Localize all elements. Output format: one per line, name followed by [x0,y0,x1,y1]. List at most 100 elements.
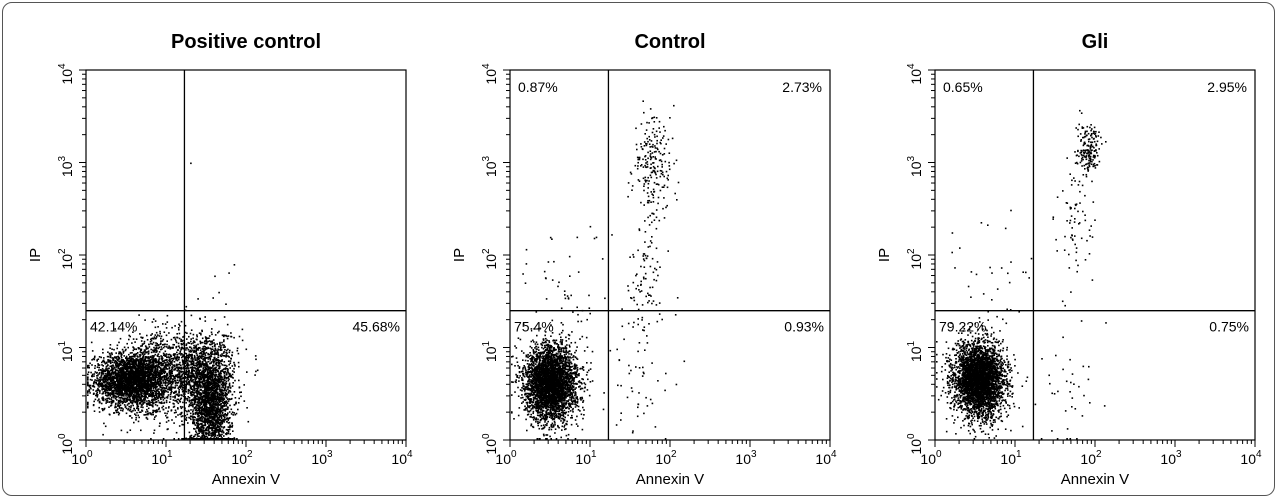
data-point [232,382,234,384]
data-point [169,378,171,380]
data-point [117,403,119,405]
data-point [98,366,100,369]
data-point [185,419,188,421]
data-point [175,375,178,378]
data-point [144,350,147,352]
data-point [99,401,101,404]
data-point [122,393,125,396]
data-point [165,376,167,379]
data-point [219,387,221,389]
data-point [95,390,97,392]
data-point [110,402,113,404]
data-point [111,366,113,369]
data-point [137,374,140,377]
data-point [115,352,117,354]
data-point [146,418,149,420]
data-point [142,378,145,381]
data-point [156,404,159,407]
data-point [160,389,162,391]
data-point [107,355,110,358]
data-point [125,369,128,371]
data-point [229,433,231,435]
data-point [145,367,147,370]
data-point [227,348,229,351]
data-point [161,382,163,384]
data-point [133,359,136,361]
data-point [216,434,219,437]
data-point [166,374,168,377]
data-point [139,375,142,377]
data-point [165,387,167,390]
data-point [176,374,178,376]
data-point [115,411,118,414]
data-point [123,365,125,367]
data-point [175,416,177,418]
data-point [114,406,116,409]
data-point [87,392,89,394]
data-point [142,365,145,368]
data-point [144,378,146,381]
data-point [154,390,156,393]
data-point [155,384,157,387]
data-point [120,376,122,379]
data-point [145,394,147,397]
data-point [155,337,157,340]
data-point [216,417,219,419]
data-point [102,388,105,390]
data-point [213,427,216,429]
data-point [93,375,95,377]
data-point [142,403,144,405]
data-point [155,351,158,353]
data-point [198,432,200,434]
data-point [113,348,115,351]
data-point [177,394,179,396]
data-point [127,363,130,365]
data-point [196,394,198,397]
data-point [146,334,148,337]
data-point [135,400,137,402]
data-point [118,362,121,365]
data-point [168,353,171,356]
data-point [159,343,162,346]
data-point [187,409,190,412]
data-point [118,392,120,395]
data-point [115,363,117,365]
data-point [199,369,202,371]
data-point [178,399,181,402]
data-point [181,406,184,408]
data-point [204,405,207,408]
data-point [107,387,110,390]
data-point [146,370,148,373]
data-point [92,389,95,391]
data-point [204,414,207,416]
data-point [129,395,132,398]
data-point [149,359,152,361]
data-point [217,418,219,420]
data-point [140,361,143,364]
data-point [110,365,113,367]
data-point [141,372,143,374]
data-point [127,365,129,368]
data-point [120,396,123,399]
data-point [160,372,162,374]
data-point [151,396,153,398]
data-point [198,417,201,420]
data-point [137,358,139,361]
data-point [121,348,124,351]
data-point [126,361,129,364]
data-point [146,356,148,358]
data-point [131,399,133,402]
data-point [118,379,121,382]
data-point [128,381,131,383]
data-point [220,435,222,438]
data-point [144,386,146,388]
data-point [150,413,153,416]
data-point [160,387,163,389]
data-point [116,378,118,381]
data-point [100,402,103,405]
data-point [131,381,134,383]
data-point [160,378,163,380]
data-point [132,331,134,333]
data-point [137,382,140,385]
data-point [100,374,103,377]
